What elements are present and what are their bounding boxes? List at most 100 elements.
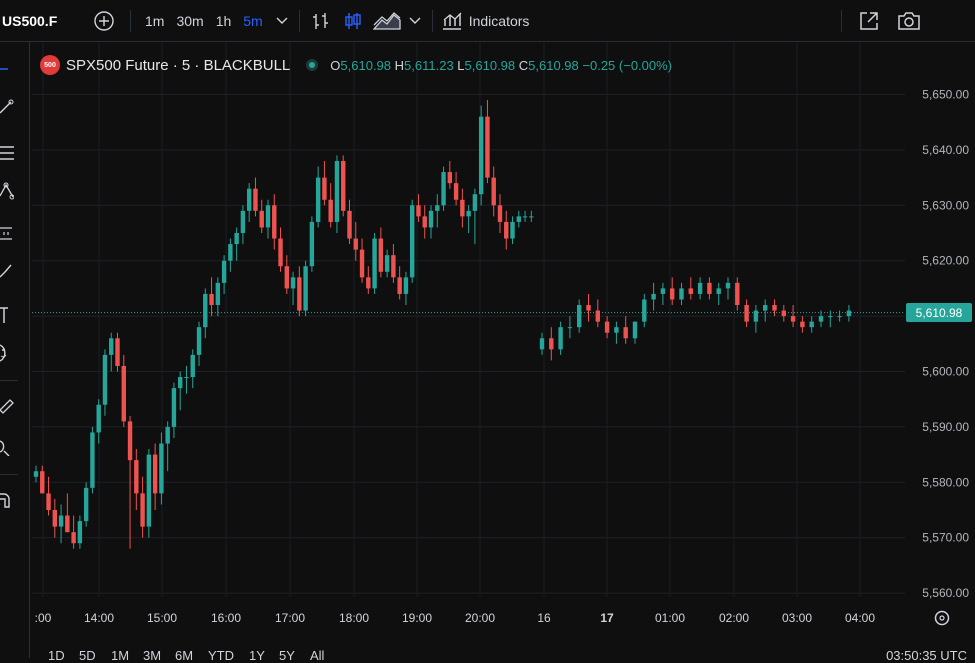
candle[interactable]	[127, 415, 133, 549]
range-6m[interactable]: 6M	[175, 648, 194, 663]
candle[interactable]	[818, 310, 824, 328]
candle[interactable]	[58, 504, 64, 544]
candle[interactable]	[539, 332, 545, 355]
candle[interactable]	[140, 476, 145, 538]
camera-icon[interactable]	[896, 10, 922, 32]
candle[interactable]	[96, 399, 101, 444]
crosshair-icon[interactable]	[0, 58, 22, 80]
candle[interactable]	[772, 299, 777, 317]
candle[interactable]	[65, 493, 70, 533]
utc-clock[interactable]: 03:50:35 UTC	[886, 648, 967, 663]
range-5y[interactable]: 5Y	[279, 648, 295, 663]
candle[interactable]	[416, 194, 421, 222]
candle[interactable]	[253, 177, 258, 217]
candles-chart-type-icon[interactable]	[340, 11, 366, 31]
candle[interactable]	[134, 449, 139, 510]
candle[interactable]	[33, 465, 39, 483]
candle[interactable]	[309, 216, 315, 272]
candle[interactable]	[744, 299, 749, 328]
candle[interactable]	[278, 227, 283, 272]
interval-1m[interactable]: 1m	[145, 12, 165, 29]
range-3m[interactable]: 3M	[143, 648, 162, 663]
candle[interactable]	[353, 221, 358, 261]
candle[interactable]	[234, 227, 239, 261]
candle[interactable]	[272, 194, 277, 250]
candle[interactable]	[347, 199, 352, 245]
candle[interactable]	[284, 255, 289, 294]
candle[interactable]	[651, 282, 656, 311]
candle[interactable]	[809, 316, 814, 333]
candle[interactable]	[441, 166, 446, 211]
candle[interactable]	[781, 305, 786, 322]
candle[interactable]	[152, 443, 158, 510]
candle[interactable]	[265, 199, 271, 239]
candle[interactable]	[303, 260, 308, 317]
interval-5m[interactable]: 5m	[243, 12, 263, 29]
candle[interactable]	[837, 310, 842, 322]
candle[interactable]	[121, 354, 126, 427]
area-chart-type-icon[interactable]	[372, 11, 402, 31]
candle[interactable]	[516, 210, 521, 228]
candle[interactable]	[165, 421, 170, 472]
candle[interactable]	[372, 233, 377, 294]
candle[interactable]	[359, 238, 365, 283]
candle[interactable]	[109, 332, 114, 372]
range-1d[interactable]: 1D	[48, 648, 65, 663]
candle[interactable]	[614, 321, 619, 344]
candle[interactable]	[604, 316, 610, 339]
candle[interactable]	[577, 299, 582, 333]
candle[interactable]	[334, 155, 340, 233]
candle[interactable]	[71, 515, 76, 549]
candle[interactable]	[595, 299, 600, 328]
candle[interactable]	[497, 194, 503, 233]
candle[interactable]	[522, 210, 528, 222]
candle[interactable]	[435, 194, 440, 228]
candle[interactable]	[790, 305, 796, 328]
magnet-icon[interactable]	[0, 490, 22, 512]
candle[interactable]	[378, 227, 384, 278]
ruler-icon[interactable]	[0, 394, 22, 416]
candle[interactable]	[642, 293, 647, 328]
trend-line-icon[interactable]	[0, 96, 22, 118]
candle[interactable]	[846, 305, 852, 322]
candle[interactable]	[485, 100, 490, 184]
candle[interactable]	[215, 277, 221, 317]
candle[interactable]	[632, 321, 638, 344]
candle[interactable]	[725, 277, 731, 300]
symbol-search[interactable]: US500.F	[2, 12, 58, 29]
candle[interactable]	[763, 299, 768, 322]
pattern-icon[interactable]	[0, 180, 22, 202]
candle[interactable]	[504, 210, 509, 250]
candle[interactable]	[460, 188, 465, 228]
candle[interactable]	[221, 255, 227, 294]
candle[interactable]	[341, 155, 346, 217]
candle[interactable]	[171, 382, 177, 438]
candle[interactable]	[447, 160, 453, 189]
candle[interactable]	[453, 172, 459, 206]
candle[interactable]	[83, 482, 89, 527]
candle[interactable]	[753, 305, 759, 333]
candle[interactable]	[558, 321, 563, 355]
range-1y[interactable]: 1Y	[249, 648, 265, 663]
candle[interactable]	[159, 432, 164, 505]
candlestick-chart[interactable]: 5,650.005,640.005,630.005,620.005,610.00…	[0, 42, 975, 638]
candle[interactable]	[259, 199, 264, 233]
candle[interactable]	[184, 365, 189, 394]
candle[interactable]	[196, 321, 202, 366]
candle[interactable]	[328, 183, 333, 228]
candle[interactable]	[800, 316, 805, 333]
candle[interactable]	[209, 277, 214, 317]
candle[interactable]	[190, 349, 195, 389]
candle[interactable]	[228, 238, 233, 272]
candle[interactable]	[670, 277, 675, 306]
candle[interactable]	[697, 277, 703, 300]
compare-add-icon[interactable]	[92, 9, 116, 33]
candle[interactable]	[46, 476, 51, 516]
candle[interactable]	[735, 277, 740, 311]
candle[interactable]	[491, 166, 496, 217]
candle[interactable]	[660, 282, 666, 306]
candle[interactable]	[410, 199, 415, 283]
candle[interactable]	[549, 327, 554, 361]
indicators-button[interactable]: Indicators	[441, 11, 529, 31]
range-all[interactable]: All	[310, 648, 325, 663]
